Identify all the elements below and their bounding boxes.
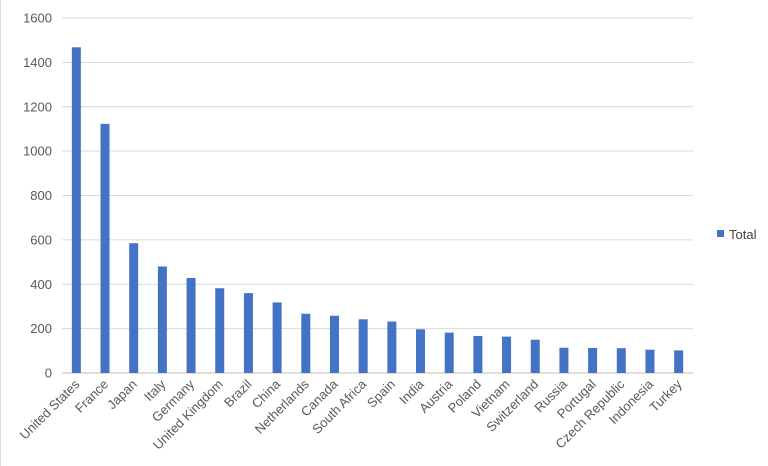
bar (129, 243, 139, 373)
x-tick-label: Japan (104, 377, 140, 413)
x-tick-label: France (72, 377, 111, 416)
bar (588, 347, 598, 373)
y-tick-label: 200 (30, 321, 52, 336)
y-tick-label: 600 (30, 232, 52, 247)
x-tick-label: Turkey (646, 376, 685, 415)
x-tick-label: United States (17, 376, 83, 442)
bar (502, 336, 512, 373)
y-tick-label: 1600 (23, 11, 52, 26)
bar (674, 350, 684, 373)
y-tick-label: 0 (45, 366, 52, 381)
bar (559, 347, 569, 373)
bars (71, 47, 684, 373)
bar (157, 266, 167, 373)
bar (444, 332, 454, 373)
bar (416, 329, 426, 373)
legend-label-total: Total (729, 227, 757, 242)
bar (243, 293, 253, 373)
legend-swatch (717, 230, 724, 237)
bar (387, 321, 397, 373)
bar (100, 123, 110, 373)
bar (473, 335, 483, 373)
y-axis: 0 200 400 600 800 1000 1200 1400 1600 (23, 11, 52, 381)
gridlines (62, 17, 693, 374)
y-tick-label: 1400 (23, 55, 52, 70)
y-tick-label: 800 (30, 188, 52, 203)
y-tick-label: 1000 (23, 144, 52, 159)
bar (616, 348, 626, 373)
y-tick-label: 400 (30, 277, 52, 292)
bar (215, 288, 225, 373)
bar (329, 315, 339, 373)
bar (71, 47, 81, 373)
bar (530, 339, 540, 373)
bar (358, 319, 368, 373)
bar (272, 302, 282, 373)
x-tick-label: Brazil (221, 376, 255, 410)
bar (301, 313, 311, 373)
y-tick-label: 1200 (23, 99, 52, 114)
x-tick-label: Spain (364, 377, 398, 411)
bar (645, 349, 655, 373)
bar (186, 278, 196, 373)
legend: Total (717, 227, 757, 242)
